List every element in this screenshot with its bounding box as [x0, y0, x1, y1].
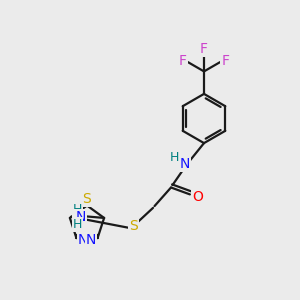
Text: N: N — [76, 210, 86, 224]
Text: H: H — [73, 203, 82, 216]
Text: N: N — [86, 232, 96, 247]
Text: S: S — [82, 192, 91, 206]
Text: S: S — [129, 219, 138, 233]
Text: N: N — [180, 157, 190, 171]
Text: H: H — [73, 218, 82, 231]
Text: F: F — [178, 54, 187, 68]
Text: H: H — [170, 151, 180, 164]
Text: N: N — [78, 232, 88, 247]
Text: O: O — [192, 190, 203, 203]
Text: F: F — [200, 42, 208, 56]
Text: F: F — [221, 54, 230, 68]
